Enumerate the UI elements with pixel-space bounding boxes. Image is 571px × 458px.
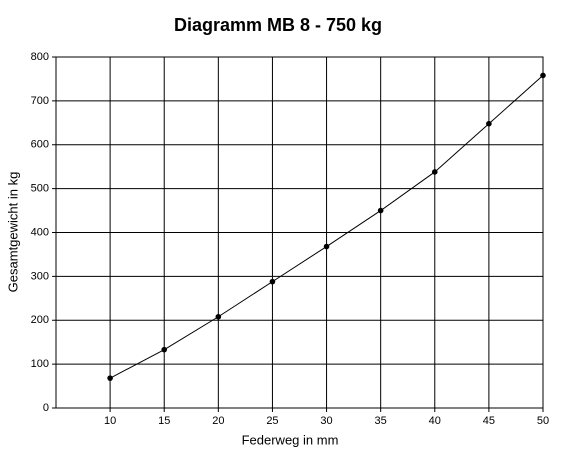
chart-title: Diagramm MB 8 - 750 kg: [174, 15, 382, 35]
x-tick-label: 40: [429, 415, 441, 427]
y-tick-label: 800: [31, 51, 49, 63]
data-point: [161, 346, 168, 353]
data-point: [107, 375, 113, 381]
x-tick-label: 30: [320, 415, 332, 427]
data-point: [540, 72, 546, 79]
x-tick-label: 25: [266, 415, 278, 427]
data-point: [215, 313, 222, 320]
y-tick-label: 500: [31, 183, 49, 195]
x-tick-label: 35: [375, 415, 387, 427]
y-tick-label: 100: [31, 358, 49, 370]
y-tick-label: 200: [31, 314, 49, 326]
x-tick-label: 45: [483, 415, 495, 427]
data-point: [377, 207, 384, 214]
x-tick-label: 10: [104, 415, 116, 427]
data-point: [431, 169, 438, 175]
data-point: [323, 243, 330, 250]
x-tick-label: 20: [212, 415, 224, 427]
x-tick-label: 15: [158, 415, 170, 427]
data-point: [486, 120, 492, 127]
y-tick-label: 700: [31, 95, 49, 107]
data-point: [269, 278, 276, 285]
y-tick-label: 300: [31, 270, 49, 282]
x-axis-label: Federweg in mm: [242, 432, 339, 447]
x-tick-label: 50: [537, 415, 549, 427]
plot-frame: [55, 56, 544, 409]
y-tick-label: 0: [43, 402, 49, 414]
y-tick-label: 400: [31, 226, 49, 238]
y-axis-label: Gesamtgewicht in kg: [5, 172, 20, 293]
y-tick-label: 600: [31, 139, 49, 151]
